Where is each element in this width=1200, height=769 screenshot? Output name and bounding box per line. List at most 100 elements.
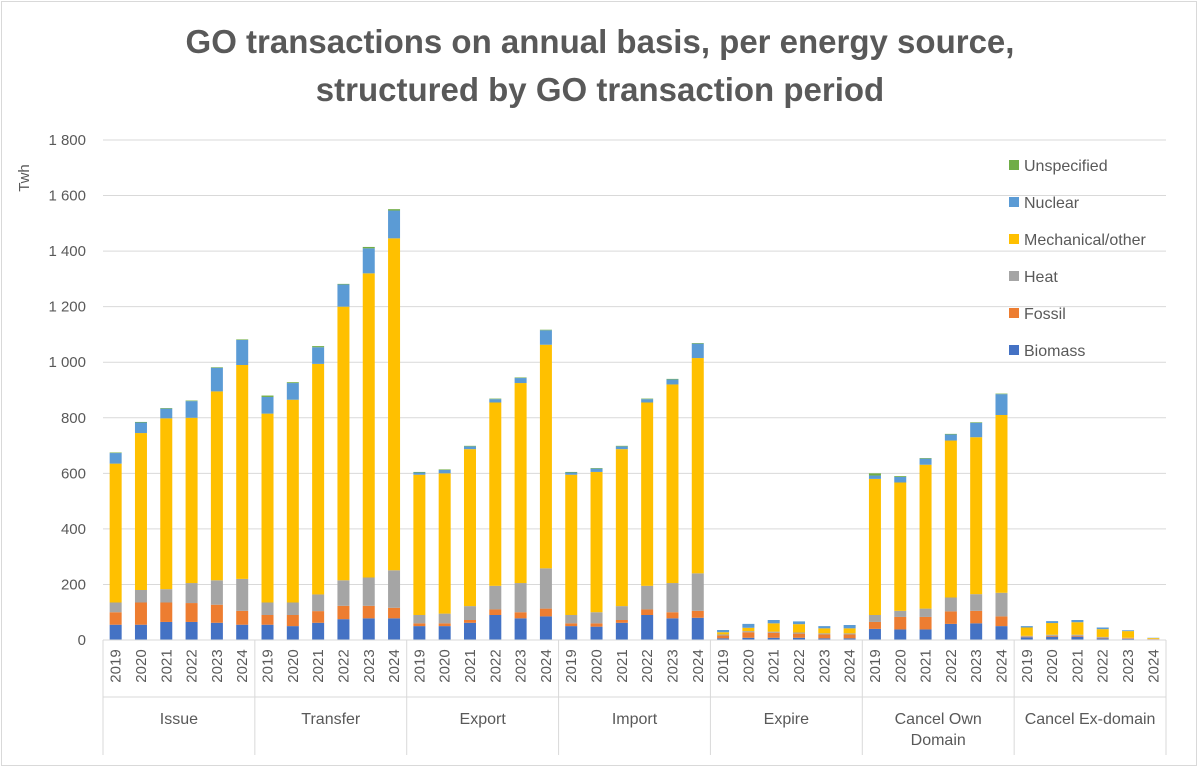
- bar-segment-nuclear: [413, 472, 426, 475]
- bar-segment-biomass: [1071, 636, 1084, 640]
- bar-segment-nuclear: [286, 383, 299, 400]
- bar-segment-fossil: [210, 604, 223, 623]
- y-tick-label: 400: [61, 521, 86, 538]
- bar-segment-biomass: [109, 624, 122, 640]
- x-group-label: Expire: [764, 711, 809, 728]
- x-year-label: 2023: [816, 649, 833, 682]
- x-year-label: 2022: [639, 649, 656, 682]
- bar-segment-heat: [590, 612, 603, 624]
- bar-segment-fossil: [717, 635, 730, 639]
- x-group-label-line: Cancel Own: [895, 711, 982, 728]
- bar-segment-fossil: [514, 612, 527, 619]
- bar-segment-unspecified: [312, 346, 325, 348]
- x-year-label: 2022: [791, 649, 808, 682]
- legend-swatch-heat: [1009, 271, 1019, 281]
- bar-segment-heat: [388, 570, 401, 608]
- x-year-label: 2023: [664, 649, 681, 682]
- bar-segment-mechanical-other: [337, 306, 350, 581]
- bar-segment-heat: [691, 573, 704, 611]
- bar-segment-mechanical-other: [413, 474, 426, 615]
- bar-segment-mechanical-other: [641, 402, 654, 586]
- y-tick-label: 1 800: [48, 132, 86, 149]
- legend-swatch-nuclear: [1009, 197, 1019, 207]
- legend-label-nuclear: Nuclear: [1024, 195, 1080, 212]
- x-year-label: 2021: [1069, 649, 1086, 682]
- chart-title-line-1: GO transactions on annual basis, per ene…: [185, 23, 1015, 60]
- bar-segment-nuclear: [590, 468, 603, 472]
- bar-segment-mechanical-other: [666, 384, 679, 584]
- legend-swatch-fossil: [1009, 308, 1019, 318]
- legend-label-heat: Heat: [1024, 269, 1058, 286]
- bar-segment-biomass: [742, 637, 755, 640]
- bar-segment-nuclear: [210, 367, 223, 392]
- x-year-label: 2023: [209, 649, 226, 682]
- bar-segment-mechanical-other: [1122, 631, 1135, 638]
- bar-segment-fossil: [666, 612, 679, 619]
- bar-segment-biomass: [590, 626, 603, 640]
- bar-segment-biomass: [362, 618, 375, 640]
- bar-segment-fossil: [590, 623, 603, 627]
- bar-segment-unspecified: [489, 398, 502, 400]
- x-year-label: 2020: [133, 649, 150, 682]
- bar-segment-mechanical-other: [539, 344, 552, 569]
- bar-segment-nuclear: [970, 422, 983, 438]
- bar-segment-mechanical-other: [1096, 629, 1109, 637]
- bar-segment-fossil: [1122, 638, 1135, 639]
- bar-segment-heat: [767, 631, 780, 633]
- x-year-label: 2024: [690, 649, 707, 682]
- bar-segment-fossil: [1071, 635, 1084, 637]
- x-year-label: 2024: [993, 649, 1010, 682]
- bar-segment-unspecified: [919, 458, 932, 459]
- bar-segment-nuclear: [362, 248, 375, 274]
- bar-segment-nuclear: [843, 625, 856, 629]
- bar-segment-unspecified: [413, 471, 426, 473]
- legend-swatch-unspecified: [1009, 160, 1019, 170]
- bar-segment-mechanical-other: [134, 433, 147, 590]
- bar-segment-heat: [185, 583, 198, 604]
- bar-segment-fossil: [362, 605, 375, 619]
- bar-segment-nuclear: [160, 408, 173, 419]
- x-year-label: 2019: [867, 649, 884, 682]
- y-tick-label: 1 400: [48, 243, 86, 260]
- x-year-label: 2019: [108, 649, 125, 682]
- y-tick-label: 1 000: [48, 354, 86, 371]
- bar-segment-nuclear: [1071, 620, 1084, 623]
- bar-segment-mechanical-other: [160, 418, 173, 590]
- bar-segment-nuclear: [261, 396, 274, 414]
- bar-segment-unspecified: [615, 445, 628, 447]
- bar-segment-biomass: [539, 616, 552, 640]
- bar-segment-fossil: [641, 609, 654, 615]
- bar-segment-unspecified: [970, 422, 983, 423]
- bar-segment-nuclear: [185, 401, 198, 418]
- bar-segment-biomass: [210, 622, 223, 640]
- bar-segment-unspecified: [286, 382, 299, 384]
- bar-segment-nuclear: [1020, 626, 1033, 628]
- bar-segment-fossil: [539, 608, 552, 617]
- bar-segment-nuclear: [767, 620, 780, 624]
- bar-segment-biomass: [843, 638, 856, 640]
- bar-segment-mechanical-other: [1020, 627, 1033, 636]
- x-year-label: 2019: [563, 649, 580, 682]
- bar-segment-nuclear: [134, 422, 147, 434]
- bar-segment-fossil: [312, 611, 325, 623]
- bar-segment-biomass: [160, 621, 173, 640]
- bar-segment-biomass: [134, 624, 147, 640]
- bar-segment-nuclear: [793, 621, 806, 625]
- x-year-label: 2023: [513, 649, 530, 682]
- bar-segment-fossil: [919, 616, 932, 630]
- bar-segment-unspecified: [236, 339, 249, 340]
- x-year-label: 2021: [614, 649, 631, 682]
- bar-segment-biomass: [615, 622, 628, 640]
- bar-segment-fossil: [160, 602, 173, 622]
- bar-segment-heat: [894, 610, 907, 617]
- bar-segment-heat: [843, 633, 856, 635]
- bar-segment-unspecified: [868, 473, 881, 476]
- bar-segment-heat: [742, 631, 755, 633]
- bar-segment-nuclear: [919, 458, 932, 465]
- bar-segment-fossil: [970, 610, 983, 624]
- bar-segment-mechanical-other: [717, 632, 730, 635]
- bar-segment-mechanical-other: [894, 482, 907, 611]
- bar-segment-biomass: [438, 626, 451, 640]
- bar-segment-biomass: [1122, 638, 1135, 640]
- bar-segment-mechanical-other: [109, 463, 122, 603]
